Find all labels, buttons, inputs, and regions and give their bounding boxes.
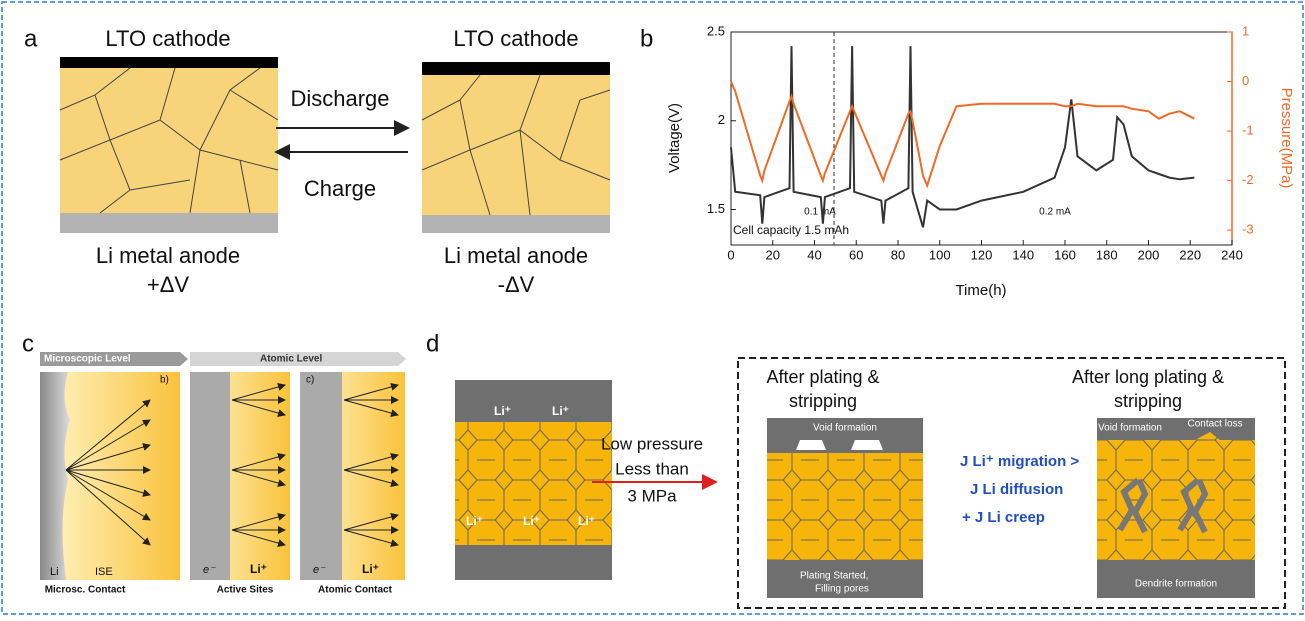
panel-label: d xyxy=(426,330,439,357)
label: LTO cathode xyxy=(105,26,230,51)
y2-axis-title: Pressure(MPa) xyxy=(1278,88,1295,189)
panel-label: b xyxy=(640,25,653,52)
x-tick-label: 140 xyxy=(1012,247,1034,262)
panel-d: d Li⁺ Li⁺ Li⁺ Li⁺ Li⁺ Low pressure Less … xyxy=(426,330,1285,608)
label: stripping xyxy=(1114,391,1182,411)
label: Li⁺ xyxy=(250,562,267,576)
panel-label: c xyxy=(22,330,34,357)
x-tick-label: 40 xyxy=(807,247,821,262)
label: Charge xyxy=(304,176,376,201)
label: Li xyxy=(50,566,59,578)
label: e⁻ xyxy=(313,564,326,576)
series-line xyxy=(731,46,1194,227)
panel-label: a xyxy=(24,25,38,52)
caption: Atomic Contact xyxy=(318,585,393,596)
label: +ΔV xyxy=(147,272,190,297)
x-tick-label: 220 xyxy=(1179,247,1201,262)
label: Atomic Level xyxy=(260,354,322,365)
x-tick-label: 80 xyxy=(891,247,905,262)
li-ion: Li⁺ xyxy=(466,514,483,528)
annotation: 0.2 mA xyxy=(1039,207,1071,218)
label: Microscopic Level xyxy=(44,354,131,365)
label: Li metal anode xyxy=(96,243,240,268)
li-ion: Li⁺ xyxy=(494,404,511,418)
label: J Li diffusion xyxy=(970,481,1063,498)
label: Filling pores xyxy=(815,584,869,595)
y-tick-label: 2 xyxy=(718,112,725,127)
x-tick-label: 200 xyxy=(1138,247,1160,262)
li-ion: Li⁺ xyxy=(552,404,569,418)
label: After plating & xyxy=(766,367,879,387)
label: stripping xyxy=(789,391,857,411)
y2-tick-label: -3 xyxy=(1242,222,1254,237)
x-tick-label: 120 xyxy=(971,247,993,262)
figure: a LTO cathode Li metal anode +ΔV Dischar… xyxy=(0,0,1305,616)
caption: Active Sites xyxy=(217,585,274,596)
label: Dendrite formation xyxy=(1135,579,1217,590)
label: Low pressure xyxy=(601,434,703,453)
x-tick-label: 180 xyxy=(1096,247,1118,262)
label: 3 MPa xyxy=(627,486,677,505)
label: + J Li creep xyxy=(962,509,1045,526)
label: ISE xyxy=(95,566,113,578)
label: Plating Started, xyxy=(800,571,868,582)
y2-tick-label: -2 xyxy=(1242,172,1254,187)
y2-tick-label: 0 xyxy=(1242,73,1249,88)
li-ion: Li⁺ xyxy=(578,514,595,528)
x-tick-label: 0 xyxy=(727,247,734,262)
x-axis-title: Time(h) xyxy=(955,282,1006,299)
label: e⁻ xyxy=(203,564,216,576)
label: -ΔV xyxy=(498,272,535,297)
label: c) xyxy=(306,375,314,386)
y-tick-label: 1.5 xyxy=(707,201,725,216)
label: Void formation xyxy=(1098,423,1162,434)
panel-b: b 0.1 mA 0.2 mA Cell capacity 1.5 mAh Ti… xyxy=(640,23,1295,299)
x-tick-label: 60 xyxy=(849,247,863,262)
label: J Li⁺ migration > xyxy=(960,453,1079,470)
annotation: 0.1 mA xyxy=(804,207,836,218)
annotation: Cell capacity 1.5 mAh xyxy=(733,223,849,237)
label: b) xyxy=(160,375,169,386)
y-axis-title: Voltage(V) xyxy=(666,103,683,173)
label: Void formation xyxy=(813,423,877,434)
x-tick-label: 240 xyxy=(1221,247,1243,262)
li-ion: Li⁺ xyxy=(523,514,540,528)
y2-tick-label: -1 xyxy=(1242,123,1254,138)
caption: Microsc. Contact xyxy=(45,585,126,596)
y-tick-label: 2.5 xyxy=(707,23,725,38)
panel-a: a LTO cathode Li metal anode +ΔV Dischar… xyxy=(24,25,610,296)
label: Contact loss xyxy=(1187,419,1242,430)
label: Less than xyxy=(615,459,689,478)
label: Li metal anode xyxy=(444,243,588,268)
label: LTO cathode xyxy=(453,26,578,51)
x-tick-label: 20 xyxy=(766,247,780,262)
label: After long plating & xyxy=(1072,367,1224,387)
panel-c: c Microscopic Level Atomic Level b) Li I… xyxy=(22,330,406,595)
label: Li⁺ xyxy=(362,562,379,576)
x-tick-label: 100 xyxy=(929,247,951,262)
label: Discharge xyxy=(290,86,389,111)
y2-tick-label: 1 xyxy=(1242,23,1249,38)
x-tick-label: 160 xyxy=(1054,247,1076,262)
